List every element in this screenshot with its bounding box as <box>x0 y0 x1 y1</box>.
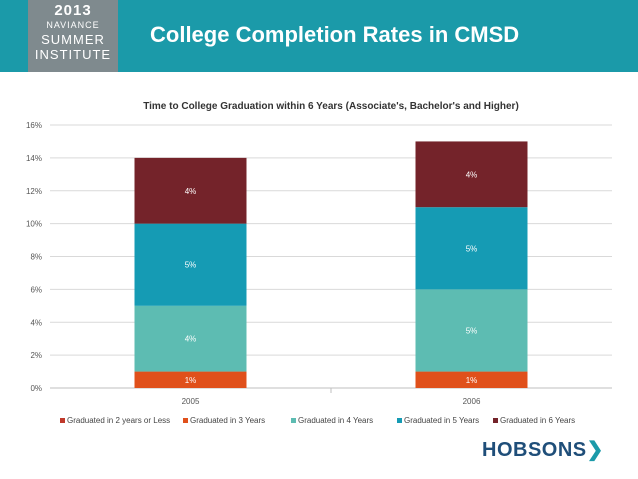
y-tick-label: 12% <box>26 187 42 196</box>
x-tick-label: 2005 <box>182 397 200 406</box>
legend-swatch <box>493 418 498 423</box>
bar-segment <box>415 207 528 290</box>
y-tick-label: 0% <box>30 384 42 393</box>
bar-segment <box>134 157 247 224</box>
legend-label: Graduated in 6 Years <box>500 416 575 425</box>
y-tick-label: 6% <box>30 285 42 294</box>
stacked-bar-chart: Time to College Graduation within 6 Year… <box>26 101 612 425</box>
data-label: 4% <box>185 335 197 344</box>
y-tick-label: 8% <box>30 253 42 262</box>
data-label: 5% <box>466 326 478 335</box>
bar-segment <box>415 371 528 388</box>
data-label: 5% <box>185 261 197 270</box>
bar-segment <box>415 141 528 208</box>
x-tick-label: 2006 <box>463 397 481 406</box>
bar-segment <box>415 289 528 372</box>
logo-line2: INSTITUTE <box>34 47 112 62</box>
legend-label: Graduated in 5 Years <box>404 416 479 425</box>
y-tick-label: 16% <box>26 121 42 130</box>
legend-swatch <box>291 418 296 423</box>
data-label: 1% <box>466 376 478 385</box>
bar-segment <box>134 371 247 388</box>
legend-swatch <box>183 418 188 423</box>
page-title: College Completion Rates in CMSD <box>150 22 520 47</box>
data-label: 4% <box>185 187 197 196</box>
logo-year: 2013 <box>54 2 92 19</box>
legend-swatch <box>60 418 65 423</box>
logo-brand: NAVIANCE <box>46 20 100 30</box>
bar-segment <box>134 223 247 306</box>
summer-institute-logo: 2013 NAVIANCE SUMMER INSTITUTE <box>28 0 118 72</box>
legend-label: Graduated in 3 Years <box>190 416 265 425</box>
hobsons-wordmark: HOBSONS <box>482 439 587 461</box>
logo-line1: SUMMER <box>41 32 105 47</box>
data-label: 1% <box>185 376 197 385</box>
header-bar: 2013 NAVIANCE SUMMER INSTITUTE College C… <box>0 0 638 72</box>
y-tick-label: 14% <box>26 154 42 163</box>
data-label: 4% <box>466 170 478 179</box>
chevron-right-icon: ❯ <box>586 439 604 461</box>
data-label: 5% <box>466 244 478 253</box>
y-tick-label: 2% <box>30 351 42 360</box>
hobsons-logo: HOBSONS❯ <box>482 437 604 462</box>
bar-segment <box>134 305 247 372</box>
y-tick-label: 4% <box>30 318 42 327</box>
y-tick-label: 10% <box>26 220 42 229</box>
chart-title: Time to College Graduation within 6 Year… <box>143 101 519 112</box>
legend-label: Graduated in 4 Years <box>298 416 373 425</box>
legend-label: Graduated in 2 years or Less <box>67 416 170 425</box>
legend-swatch <box>397 418 402 423</box>
